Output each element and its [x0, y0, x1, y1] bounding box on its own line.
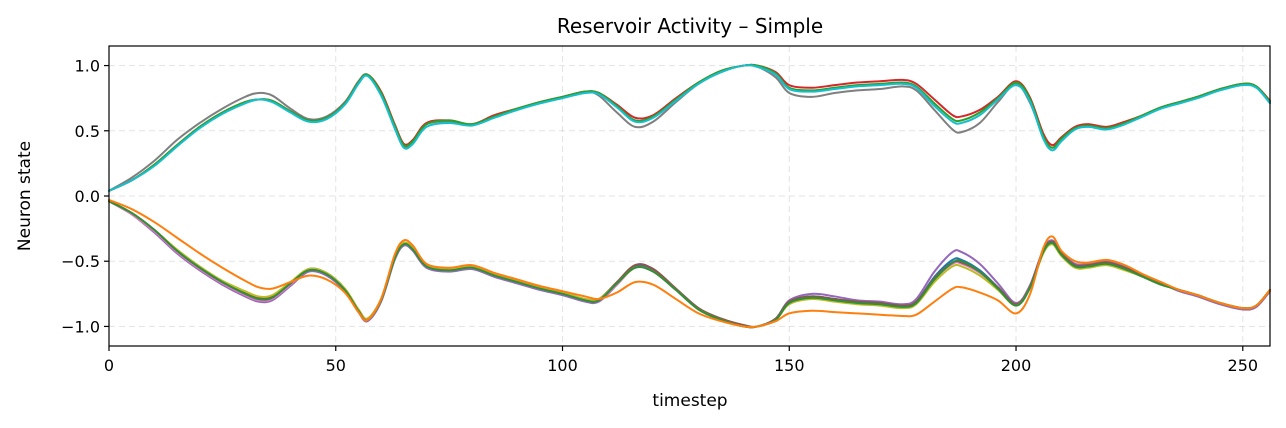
chart-title: Reservoir Activity – Simple: [557, 14, 823, 38]
y-tick-label: 0.5: [75, 122, 100, 141]
x-axis-ticks: 0 50 100 150 200 250: [104, 346, 1258, 375]
y-tick-label: 1.0: [75, 57, 100, 76]
x-axis-label: timestep: [652, 391, 727, 411]
y-tick-label: −0.5: [61, 252, 100, 271]
series-line-3: [108, 63, 1271, 192]
x-tick-label: 150: [774, 356, 805, 375]
x-tick-label: 0: [104, 356, 114, 375]
series-line-11: [108, 198, 1271, 329]
y-tick-label: −1.0: [61, 317, 100, 336]
series-line-4: [108, 64, 1271, 192]
series-line-10: [108, 200, 1271, 329]
x-tick-label: 200: [1001, 356, 1032, 375]
x-tick-label: 50: [326, 356, 346, 375]
y-axis-ticks: 1.0 0.5 0.0 −0.5 −1.0: [61, 57, 109, 336]
series-lines: [108, 63, 1271, 329]
y-tick-label: 0.0: [75, 187, 100, 206]
grid: [108, 46, 1270, 346]
x-tick-label: 100: [547, 356, 578, 375]
x-tick-label: 250: [1228, 356, 1259, 375]
y-axis-label: Neuron state: [15, 141, 35, 251]
